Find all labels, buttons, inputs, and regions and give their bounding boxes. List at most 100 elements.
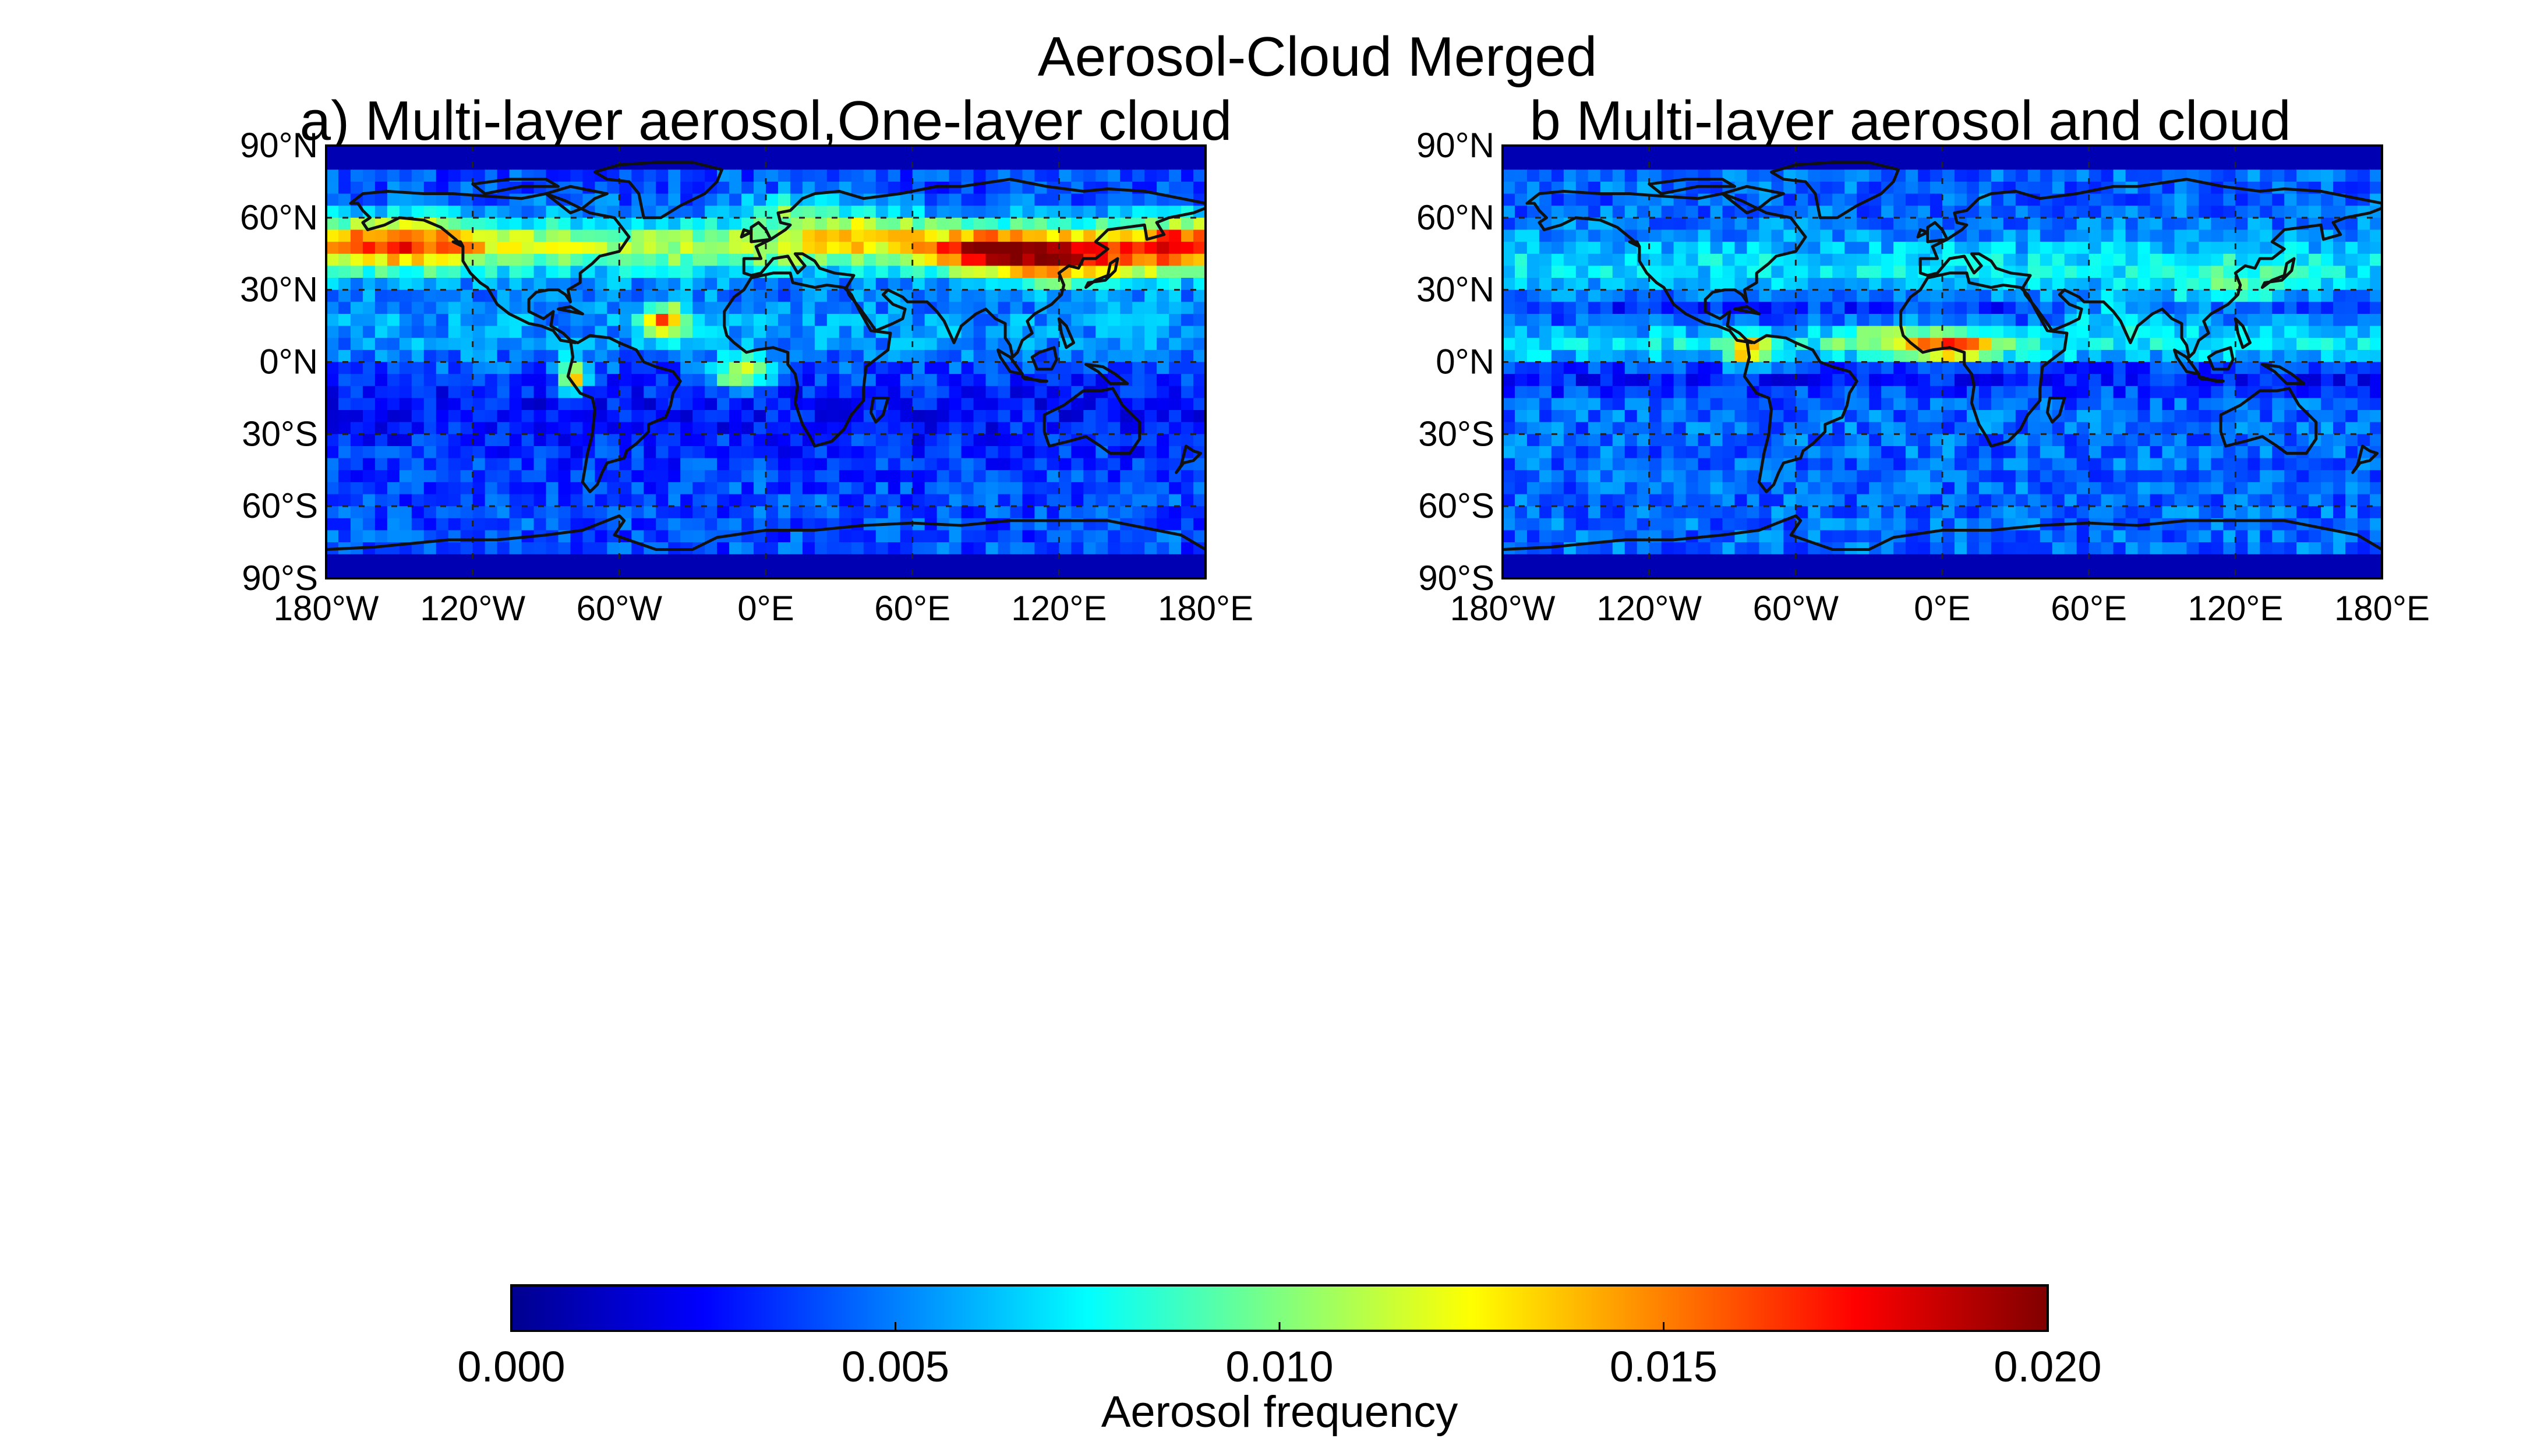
heatmap-cell <box>2052 229 2065 242</box>
heatmap-cell <box>1169 349 1182 363</box>
heatmap-cell <box>497 446 510 459</box>
heatmap-cell <box>2345 289 2358 303</box>
heatmap-cell <box>1722 494 1736 507</box>
heatmap-cell <box>949 242 962 255</box>
heatmap-cell <box>2052 157 2065 171</box>
heatmap-cell <box>2235 422 2249 435</box>
heatmap-cell <box>1893 374 1906 387</box>
heatmap-cell <box>1193 482 1206 495</box>
heatmap-cell <box>2345 362 2358 374</box>
heatmap-cell <box>1034 217 1048 231</box>
heatmap-cell <box>448 398 461 411</box>
heatmap-cell <box>2321 494 2334 507</box>
heatmap-cell <box>1710 362 1723 374</box>
heatmap-cell <box>1010 229 1023 242</box>
heatmap-cell <box>851 242 864 255</box>
heatmap-cell <box>2309 313 2321 327</box>
heatmap-cell <box>863 157 877 171</box>
heatmap-cell <box>2296 181 2309 195</box>
heatmap-cell <box>949 169 962 182</box>
heatmap-cell <box>741 518 754 531</box>
heatmap-cell <box>961 206 974 218</box>
heatmap-cell <box>1034 566 1048 578</box>
heatmap-cell <box>1942 157 1955 171</box>
heatmap-cell <box>875 229 889 242</box>
heatmap-cell <box>387 518 400 531</box>
heatmap-cell <box>1857 206 1870 218</box>
heatmap-cell <box>509 253 522 267</box>
heatmap-cell <box>2321 458 2334 471</box>
heatmap-cell <box>1991 217 2004 231</box>
heatmap-cell <box>1930 482 1943 495</box>
heatmap-cell <box>778 470 791 483</box>
heatmap-cell <box>1010 410 1023 423</box>
heatmap-cell <box>1120 242 1133 255</box>
heatmap-cell <box>1966 518 1980 531</box>
heatmap-cell <box>2309 374 2321 387</box>
heatmap-cell <box>399 169 412 182</box>
heatmap-cell <box>729 206 742 218</box>
heatmap-cell <box>497 494 510 507</box>
heatmap-cell <box>448 326 461 339</box>
heatmap-cell <box>411 206 425 218</box>
heatmap-cell <box>680 506 693 519</box>
heatmap-cell <box>1820 169 1833 182</box>
heatmap-cell <box>1954 374 1967 387</box>
heatmap-cell <box>1120 470 1133 483</box>
heatmap-cell <box>1698 410 1711 423</box>
heatmap-cell <box>2101 362 2114 374</box>
heatmap-cell <box>2370 410 2382 423</box>
heatmap-cell <box>1869 422 1882 435</box>
heatmap-cell <box>668 482 681 495</box>
heatmap-cell <box>1624 482 1638 495</box>
heatmap-cell <box>1796 206 1809 218</box>
heatmap-cell <box>1881 206 1894 218</box>
heatmap-cell <box>1022 506 1036 519</box>
heatmap-cell <box>790 446 803 459</box>
heatmap-cell <box>912 494 925 507</box>
heatmap-cell <box>2235 374 2249 387</box>
heatmap-cell <box>570 362 584 374</box>
heatmap-cell <box>1034 506 1048 519</box>
heatmap-cell <box>1169 470 1182 483</box>
heatmap-cell <box>472 542 486 555</box>
heatmap-cell <box>2296 193 2309 206</box>
heatmap-cell <box>717 349 730 363</box>
heatmap-cell <box>472 470 486 483</box>
heatmap-cell <box>1193 410 1206 423</box>
heatmap-cell <box>1783 193 1797 206</box>
heatmap-cell <box>2247 458 2261 471</box>
heatmap-cell <box>607 253 620 267</box>
heatmap-cell <box>2260 206 2273 218</box>
heatmap-cell <box>1918 398 1931 411</box>
heatmap-cell <box>924 193 938 206</box>
heatmap-cell <box>1808 278 1821 291</box>
heatmap-cell <box>2333 386 2346 399</box>
heatmap-cell <box>754 181 766 195</box>
heatmap-cell <box>1193 362 1206 374</box>
heatmap-cell <box>1832 266 1846 278</box>
heatmap-cell <box>1059 506 1072 519</box>
heatmap-cell <box>423 506 437 519</box>
heatmap-cell <box>1734 217 1748 231</box>
heatmap-cell <box>338 242 351 255</box>
heatmap-cell <box>448 470 461 483</box>
heatmap-cell <box>485 266 498 278</box>
heatmap-cell <box>1514 446 1528 459</box>
heatmap-cell <box>1503 278 1515 291</box>
heatmap-cell <box>2162 398 2175 411</box>
heatmap-cell <box>472 362 486 374</box>
heatmap-cell <box>985 253 999 267</box>
heatmap-cell <box>1083 566 1097 578</box>
heatmap-cell <box>1034 494 1048 507</box>
heatmap-cell <box>2211 313 2224 327</box>
heatmap-cell <box>1661 482 1674 495</box>
heatmap-cell <box>1624 146 1638 158</box>
heatmap-cell <box>2003 458 2016 471</box>
heatmap-cell <box>2027 169 2041 182</box>
heatmap-cell <box>1071 157 1084 171</box>
heatmap-cell <box>729 278 742 291</box>
heatmap-cell <box>2345 157 2358 171</box>
heatmap-cell <box>1771 242 1784 255</box>
heatmap-cell <box>1661 362 1674 374</box>
